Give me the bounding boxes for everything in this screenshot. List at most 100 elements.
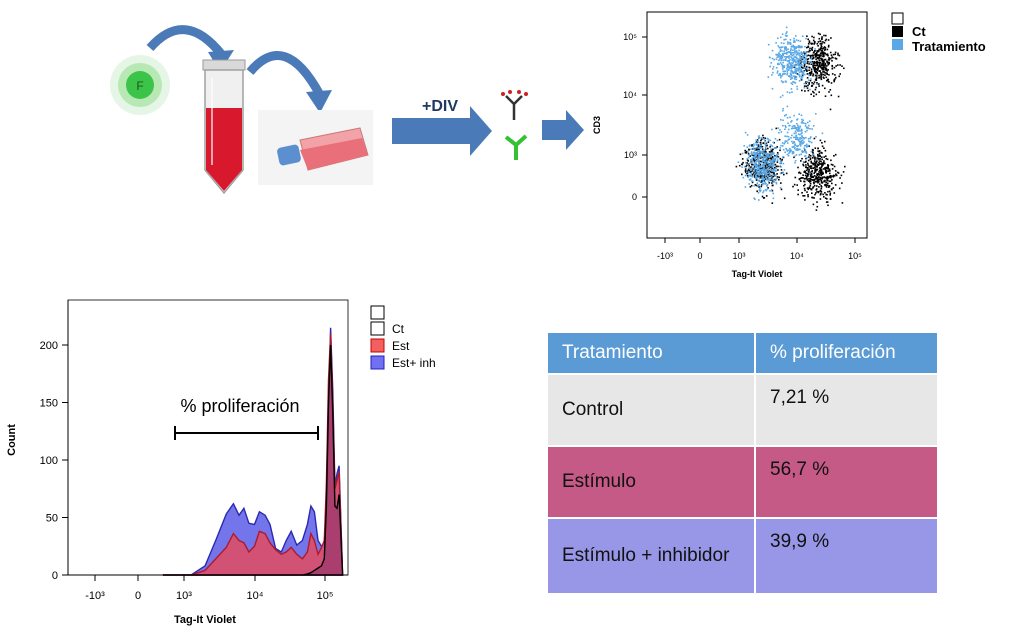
scatter-point	[782, 59, 785, 61]
scatter-point	[757, 158, 760, 161]
scatter-x-tick-label: 10⁵	[848, 251, 862, 261]
scatter-point	[773, 147, 776, 149]
scatter-point	[795, 35, 797, 37]
scatter-point	[809, 54, 811, 57]
scatter-point	[766, 172, 768, 174]
scatter-point	[762, 167, 765, 170]
scatter-point	[803, 145, 806, 147]
antibody-icon	[504, 134, 528, 160]
scatter-point	[776, 54, 778, 56]
scatter-point	[806, 77, 809, 79]
scatter-point	[780, 36, 782, 39]
scatter-point	[804, 125, 807, 127]
scatter-point	[755, 184, 758, 187]
scatter-point	[744, 151, 747, 154]
scatter-point	[782, 61, 784, 64]
scatter-point	[809, 137, 811, 140]
scatter-point	[787, 66, 790, 69]
scatter-point	[811, 58, 814, 60]
scatter-point	[827, 62, 829, 64]
scatter-point	[789, 76, 791, 78]
scatter-point	[779, 48, 782, 51]
scatter-point	[822, 47, 825, 49]
scatter-point	[805, 55, 808, 57]
scatter-point	[745, 171, 747, 174]
scatter-point	[815, 113, 817, 115]
scatter-point	[820, 185, 822, 187]
scatter-point	[831, 179, 833, 181]
scatter-point	[800, 77, 802, 80]
scatter-point	[827, 167, 829, 169]
scatter-point	[816, 205, 819, 208]
scatter-point	[803, 85, 806, 87]
scatter-point	[809, 57, 812, 59]
scatter-point	[793, 155, 796, 157]
scatter-point	[804, 90, 806, 92]
scatter-point	[792, 152, 795, 154]
scatter-point	[780, 144, 782, 147]
scatter-point	[808, 82, 810, 84]
scatter-point	[772, 162, 775, 164]
scatter-point	[793, 124, 795, 127]
scatter-point	[792, 52, 795, 54]
scatter-point	[787, 64, 789, 67]
scatter-point	[801, 64, 803, 66]
scatter-point	[788, 75, 791, 77]
scatter-point	[776, 159, 779, 161]
hist-legend: Ct Est Est+ inh	[370, 305, 436, 370]
scatter-point	[784, 70, 786, 72]
scatter-point	[767, 180, 770, 183]
scatter-point	[759, 176, 762, 178]
scatter-point	[770, 62, 773, 64]
scatter-point	[807, 121, 809, 124]
scatter-point	[820, 192, 822, 195]
scatter-point	[837, 172, 840, 174]
scatter-point	[821, 51, 823, 53]
proliferation-annotation: % proliferación	[180, 396, 299, 416]
scatter-point	[790, 137, 792, 139]
scatter-point	[756, 190, 758, 193]
scatter-point	[821, 173, 824, 175]
scatter-point	[815, 93, 818, 96]
scatter-point	[766, 179, 768, 181]
scatter-point	[819, 43, 822, 45]
scatter-point	[748, 162, 750, 165]
scatter-point	[819, 163, 822, 165]
scatter-point	[774, 157, 777, 160]
scatter-point	[803, 52, 805, 54]
scatter-point	[794, 125, 796, 127]
scatter-point	[814, 67, 816, 69]
scatter-point	[784, 56, 786, 58]
scatter-point	[824, 58, 827, 61]
scatter-point	[818, 180, 820, 183]
scatter-point	[831, 60, 833, 62]
scatter-point	[813, 178, 816, 181]
scatter-point	[750, 169, 753, 171]
scatter-point	[786, 69, 788, 71]
scatter-point	[800, 46, 802, 49]
scatter-point	[766, 143, 768, 146]
scatter-point	[812, 90, 814, 93]
scatter-point	[765, 173, 767, 175]
scatter-point	[756, 164, 759, 167]
scatter-point	[821, 36, 823, 38]
scatter-point	[814, 171, 816, 173]
scatter-point	[778, 46, 781, 49]
scatter-point	[779, 149, 781, 152]
scatter-point	[797, 133, 800, 135]
scatter-point	[834, 153, 837, 156]
scatter-point	[785, 126, 787, 128]
scatter-point	[786, 117, 789, 119]
scatter-point	[780, 54, 783, 57]
scatter-point	[829, 194, 831, 196]
scatter-point	[785, 58, 787, 60]
scatter-point	[815, 209, 818, 211]
hist-y-tick-label: 100	[40, 455, 58, 467]
scatter-x-tick-label: -10³	[657, 251, 673, 261]
scatter-point	[764, 170, 767, 173]
scatter-point	[819, 178, 822, 181]
scatter-point	[802, 54, 804, 57]
scatter-point	[812, 57, 815, 59]
scatter-point	[806, 73, 809, 75]
scatter-point	[830, 163, 833, 166]
